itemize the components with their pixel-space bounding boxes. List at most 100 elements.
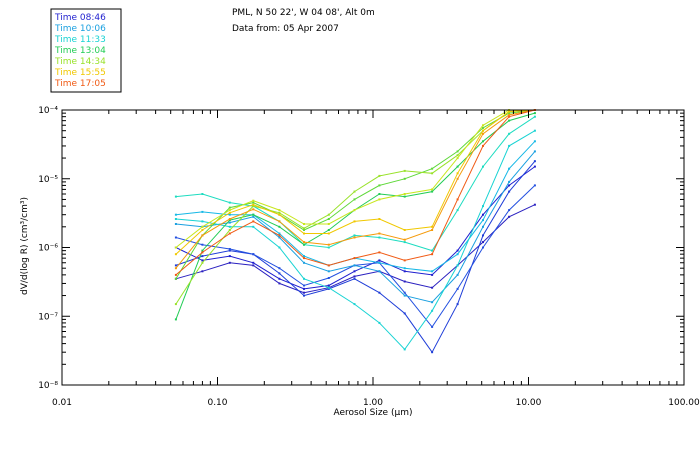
series-6-point-0 — [174, 218, 177, 220]
series-12-point-2 — [228, 211, 231, 214]
series-5-point-13 — [508, 167, 511, 170]
series-8-point-9 — [403, 195, 406, 198]
series-3-point-6 — [327, 277, 330, 279]
series-2-point-0 — [174, 264, 177, 267]
chart-title: PML, N 50 22', W 04 08', Alt 0m — [232, 8, 375, 18]
series-5-point-12 — [482, 219, 484, 222]
series-1-point-2 — [228, 261, 231, 264]
series-9-point-12 — [482, 126, 484, 129]
series-2-point-12 — [482, 234, 484, 237]
plot-frame — [61, 109, 685, 386]
series-6-point-12 — [482, 205, 484, 208]
series-1-point-14 — [533, 203, 536, 206]
series-6-point-9 — [403, 348, 406, 351]
series-7-point-7 — [353, 234, 356, 237]
series-9-point-13 — [508, 112, 511, 115]
series-7-point-13 — [508, 132, 511, 135]
x-tick-label-1: 0.10 — [207, 398, 227, 408]
series-2-point-8 — [378, 291, 381, 294]
series-5-point-5 — [303, 255, 305, 258]
series-2-point-4 — [278, 272, 281, 275]
series-12-point-13 — [508, 110, 511, 113]
series-4-point-2 — [228, 221, 231, 224]
series-12-point-0 — [174, 253, 177, 256]
series-0-point-13 — [508, 184, 511, 187]
series-0-point-11 — [456, 249, 459, 252]
series-7-point-8 — [378, 236, 381, 239]
legend-item-5: Time 15:55 — [54, 68, 106, 78]
series-14-point-0 — [174, 273, 177, 276]
series-10-point-0 — [174, 303, 177, 306]
series-9-point-8 — [378, 184, 381, 187]
series-9-point-10 — [431, 167, 434, 170]
series-8-point-0 — [174, 318, 177, 321]
legend-item-4: Time 14:34 — [54, 57, 106, 67]
series-5-point-4 — [278, 232, 281, 235]
series-12-point-5 — [303, 232, 305, 235]
y-tick-label-3: 10⁻⁵ — [38, 175, 58, 185]
series-11-point-0 — [174, 246, 177, 249]
series-9-point-6 — [327, 218, 330, 220]
series-0-point-6 — [327, 284, 330, 287]
series-13-point-6 — [327, 243, 330, 246]
series-4-point-8 — [378, 270, 381, 273]
series-14-point-8 — [378, 251, 381, 254]
series-7-point-14 — [533, 115, 536, 118]
series-3-point-11 — [456, 287, 459, 290]
series-6-point-10 — [431, 309, 434, 312]
series-11-point-6 — [327, 223, 330, 225]
series-14-point-9 — [403, 259, 406, 262]
series-3-point-3 — [252, 253, 255, 256]
series-8-point-6 — [327, 229, 330, 231]
series-line-8 — [175, 112, 536, 320]
series-5-point-14 — [533, 140, 536, 143]
series-2-point-1 — [201, 255, 204, 258]
series-12-point-11 — [456, 172, 459, 175]
series-4-point-7 — [353, 264, 356, 267]
series-5-point-1 — [201, 210, 204, 213]
series-12-point-3 — [252, 203, 255, 206]
series-7-point-1 — [201, 193, 204, 195]
series-4-point-10 — [431, 301, 434, 304]
series-0-point-3 — [252, 261, 255, 264]
series-6-point-13 — [508, 144, 511, 147]
series-0-point-5 — [303, 287, 305, 290]
series-3-point-2 — [228, 248, 231, 250]
series-2-point-9 — [403, 312, 406, 315]
series-11-point-2 — [228, 209, 231, 212]
series-2-point-5 — [303, 294, 305, 297]
series-4-point-0 — [174, 223, 177, 225]
series-13-point-7 — [353, 236, 356, 239]
series-6-point-2 — [228, 225, 231, 228]
series-10-point-6 — [327, 213, 330, 216]
series-6-point-14 — [533, 129, 536, 132]
series-9-point-3 — [252, 201, 255, 204]
series-9-point-2 — [228, 206, 231, 209]
series-9-point-9 — [403, 177, 406, 180]
series-9-point-11 — [456, 150, 459, 153]
series-11-point-3 — [252, 199, 255, 202]
series-11-point-9 — [403, 193, 406, 195]
series-6-point-8 — [378, 321, 381, 324]
legend-item-6: Time 17:05 — [54, 79, 106, 89]
series-11-point-4 — [278, 209, 281, 212]
series-0-point-7 — [353, 270, 356, 273]
series-11-point-8 — [378, 198, 381, 201]
series-11-point-7 — [353, 209, 356, 212]
series-0-point-9 — [403, 270, 406, 273]
series-14-point-1 — [201, 251, 204, 254]
series-3-point-1 — [201, 243, 204, 246]
series-12-point-9 — [403, 229, 406, 231]
series-12-point-7 — [353, 220, 356, 223]
legend-item-3: Time 13:04 — [54, 46, 106, 56]
series-4-point-9 — [403, 294, 406, 297]
series-4-point-11 — [456, 273, 459, 276]
series-11-point-5 — [303, 223, 305, 225]
series-14-point-6 — [327, 264, 330, 267]
series-10-point-3 — [252, 205, 255, 208]
series-5-point-8 — [378, 261, 381, 264]
series-8-point-8 — [378, 193, 381, 195]
series-3-point-12 — [482, 246, 484, 249]
series-0-point-14 — [533, 165, 536, 168]
